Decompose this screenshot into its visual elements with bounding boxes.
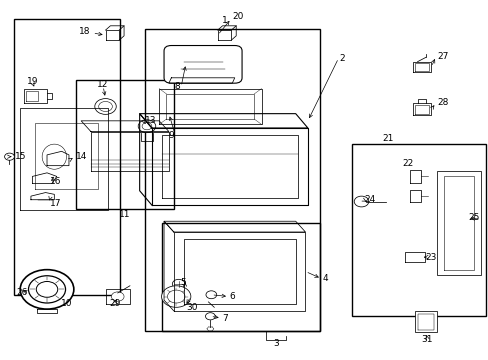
Text: 13: 13 (144, 116, 156, 125)
Circle shape (172, 279, 184, 289)
Text: 2: 2 (339, 54, 345, 63)
Circle shape (20, 270, 74, 309)
Text: 17: 17 (49, 199, 61, 208)
Circle shape (205, 291, 216, 299)
Text: 16: 16 (49, 177, 61, 186)
Text: 28: 28 (436, 98, 447, 107)
Bar (436, 171, 480, 275)
Circle shape (205, 313, 215, 320)
Circle shape (28, 276, 65, 303)
Circle shape (36, 282, 58, 297)
Text: 7: 7 (222, 314, 228, 323)
Text: 31: 31 (421, 335, 432, 344)
Circle shape (353, 196, 368, 207)
Text: 11: 11 (119, 210, 130, 219)
Bar (161, 223, 320, 330)
Text: 12: 12 (97, 81, 108, 90)
Text: 4: 4 (322, 274, 327, 283)
Text: 5: 5 (180, 278, 185, 287)
Circle shape (167, 290, 184, 303)
Text: 21: 21 (382, 134, 393, 143)
Circle shape (142, 123, 152, 130)
Text: 23: 23 (424, 253, 435, 262)
Text: 1: 1 (222, 16, 227, 25)
Bar (144, 30, 320, 330)
Circle shape (95, 99, 116, 114)
Circle shape (111, 292, 124, 301)
Text: 26: 26 (16, 288, 27, 297)
Text: 24: 24 (363, 195, 374, 204)
Circle shape (138, 120, 156, 133)
Text: 22: 22 (402, 159, 413, 168)
Text: 6: 6 (229, 292, 235, 301)
Text: 15: 15 (15, 152, 27, 161)
FancyBboxPatch shape (163, 45, 242, 83)
Text: 20: 20 (232, 12, 243, 21)
Bar (414, 311, 436, 332)
Text: 30: 30 (185, 303, 197, 312)
Circle shape (99, 102, 112, 112)
Circle shape (4, 153, 14, 160)
Bar (76, 80, 173, 209)
Text: 27: 27 (436, 52, 447, 61)
Text: 14: 14 (76, 152, 87, 161)
Bar (14, 19, 120, 295)
Text: 18: 18 (79, 27, 91, 36)
Text: 19: 19 (26, 77, 38, 86)
Text: 29: 29 (109, 299, 121, 308)
Bar (351, 144, 485, 316)
Text: 10: 10 (61, 299, 72, 308)
Text: 8: 8 (174, 82, 180, 91)
Text: 25: 25 (468, 213, 479, 222)
Text: 3: 3 (273, 339, 279, 348)
Circle shape (161, 286, 190, 307)
Text: 9: 9 (168, 131, 173, 140)
